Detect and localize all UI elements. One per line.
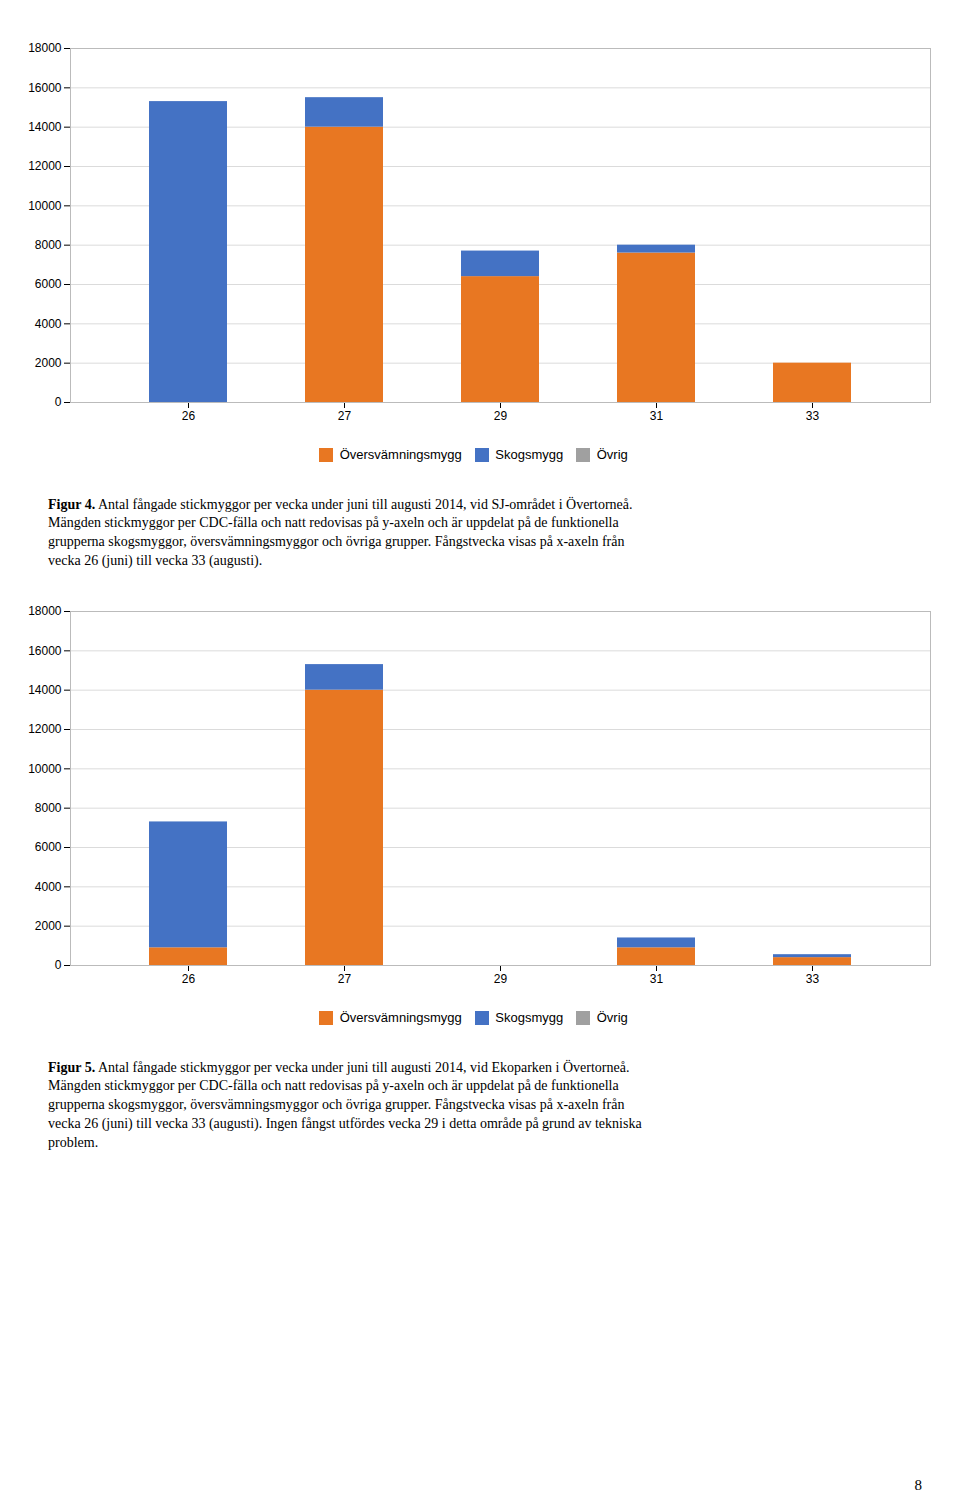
svg-text:6000: 6000 [35, 277, 62, 291]
html-text:Övrig: Övrig [596, 447, 628, 462]
svg-text:33: 33 [806, 409, 820, 423]
svg-text:4000: 4000 [35, 880, 62, 894]
svg-text:0: 0 [55, 958, 62, 972]
svg-text:26: 26 [182, 409, 196, 423]
svg-text:33: 33 [806, 972, 820, 986]
svg-text:27: 27 [338, 972, 352, 986]
html-text:Översvämningsmygg: Översvämningsmygg [339, 447, 462, 462]
svg-text:14000: 14000 [28, 120, 62, 134]
svg-text:4000: 4000 [35, 317, 62, 331]
svg-text:14000: 14000 [28, 683, 62, 697]
svg-text:16000: 16000 [28, 81, 62, 95]
svg-text:27: 27 [338, 409, 352, 423]
svg-text:10000: 10000 [28, 762, 62, 776]
svg-text:2000: 2000 [35, 356, 62, 370]
html-text:Översvämningsmygg: Översvämningsmygg [339, 1010, 462, 1026]
svg-text:12000: 12000 [28, 159, 62, 173]
html-text:Figur 5. Antal fångade stickmy: Figur 5. Antal fångade stickmyggor per v… [48, 1059, 642, 1151]
svg-text:10000: 10000 [28, 199, 62, 213]
html-text:Övrig: Övrig [596, 1010, 628, 1026]
html-text:8: 8 [914, 1477, 922, 1493]
svg-text:26: 26 [182, 972, 196, 986]
html-text:Skogsmygg: Skogsmygg [495, 1010, 564, 1026]
svg-text:2000: 2000 [35, 919, 62, 933]
svg-text:8000: 8000 [35, 238, 62, 252]
svg-text:29: 29 [494, 972, 508, 986]
svg-text:18000: 18000 [28, 41, 62, 55]
html-text:Skogsmygg: Skogsmygg [495, 447, 564, 462]
html-text:Figur 4. Antal fångade stickmy: Figur 4. Antal fångade stickmyggor per v… [48, 496, 633, 569]
svg-text:16000: 16000 [28, 644, 62, 658]
svg-text:29: 29 [494, 409, 508, 423]
svg-text:31: 31 [650, 972, 664, 986]
svg-text:0: 0 [55, 395, 62, 409]
svg-text:8000: 8000 [35, 801, 62, 815]
svg-text:12000: 12000 [28, 722, 62, 736]
svg-text:31: 31 [650, 409, 664, 423]
svg-text:6000: 6000 [35, 840, 62, 854]
svg-text:18000: 18000 [28, 604, 62, 618]
